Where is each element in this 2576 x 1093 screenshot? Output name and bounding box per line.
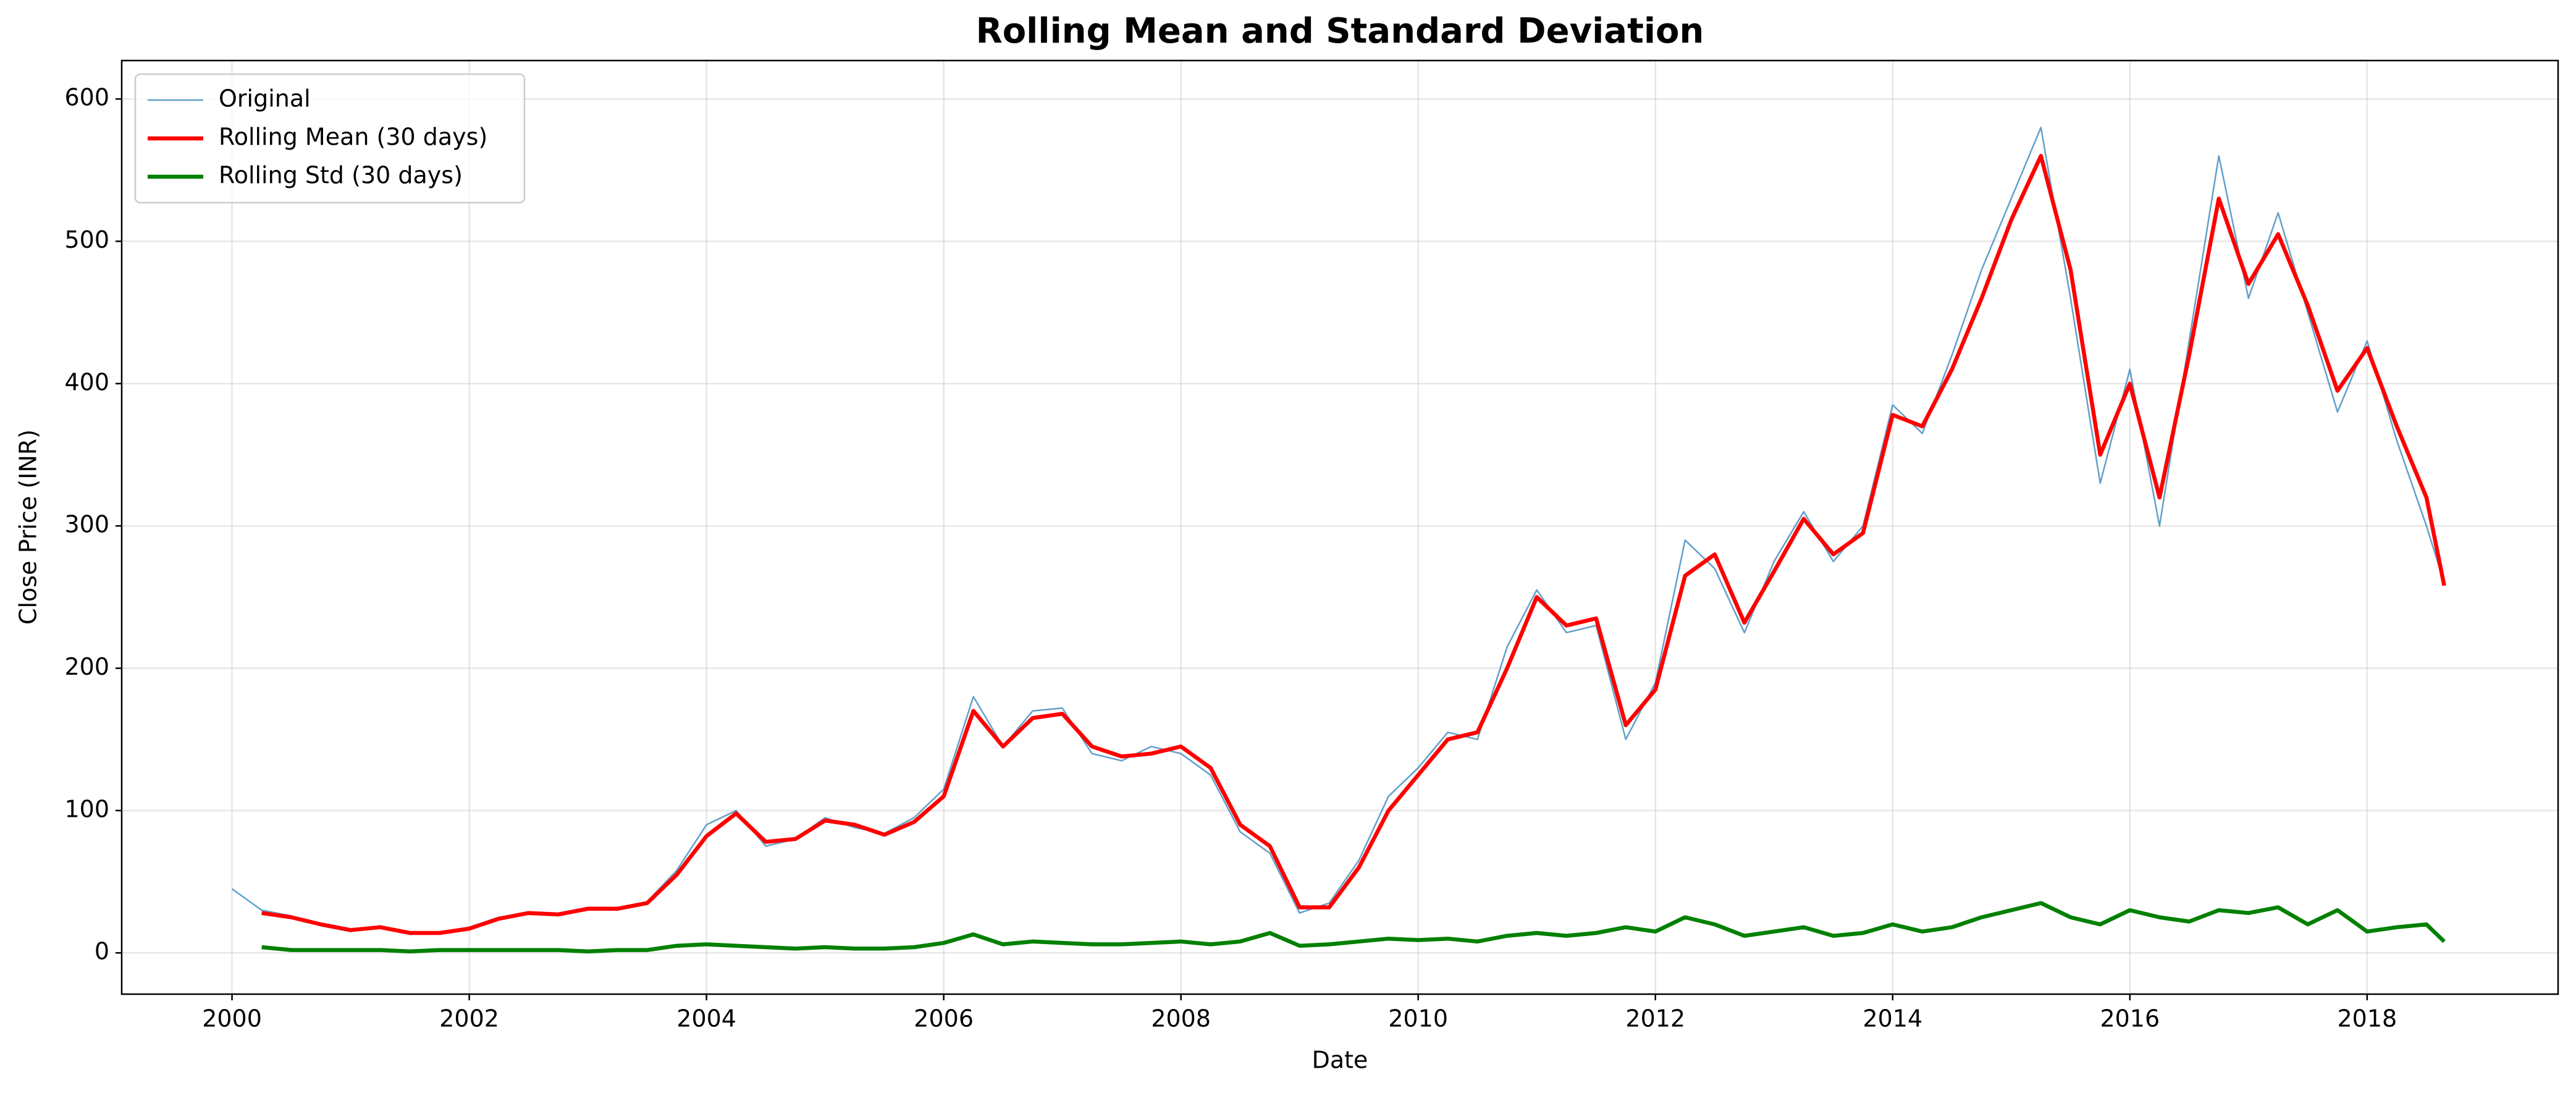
chart-title: Rolling Mean and Standard Deviation xyxy=(976,11,1704,51)
y-axis-label: Close Price (INR) xyxy=(15,429,42,625)
y-tick-label: 300 xyxy=(64,511,109,538)
x-tick-label: 2014 xyxy=(1863,1005,1922,1032)
series-line xyxy=(261,901,2446,954)
x-tick-label: 2010 xyxy=(1388,1005,1448,1032)
x-tick-label: 2002 xyxy=(439,1005,499,1032)
x-tick-label: 2004 xyxy=(676,1005,736,1032)
legend-label: Rolling Std (30 days) xyxy=(219,162,463,189)
x-tick-label: 2006 xyxy=(914,1005,974,1032)
y-tick-label: 100 xyxy=(64,795,109,822)
series-line xyxy=(261,154,2446,935)
x-tick-label: 2016 xyxy=(2100,1005,2160,1032)
x-tick-label: 2008 xyxy=(1151,1005,1211,1032)
y-tick-label: 0 xyxy=(95,938,109,965)
legend-label: Original xyxy=(219,85,311,112)
x-axis-label: Date xyxy=(1312,1047,1368,1074)
y-tick-label: 200 xyxy=(64,653,109,680)
plot-frame xyxy=(120,59,2559,995)
y-tick-label: 400 xyxy=(64,368,109,395)
x-tick-label: 2018 xyxy=(2337,1005,2397,1032)
legend-label: Rolling Mean (30 days) xyxy=(219,124,487,151)
x-tick-label: 2000 xyxy=(202,1005,262,1032)
legend-box xyxy=(134,73,526,204)
y-tick-label: 600 xyxy=(64,84,109,111)
legend: Original Rolling Mean (30 days) Rolling St… xyxy=(134,73,526,204)
x-tick-label: 2012 xyxy=(1625,1005,1685,1032)
y-tick-label: 500 xyxy=(64,226,109,253)
